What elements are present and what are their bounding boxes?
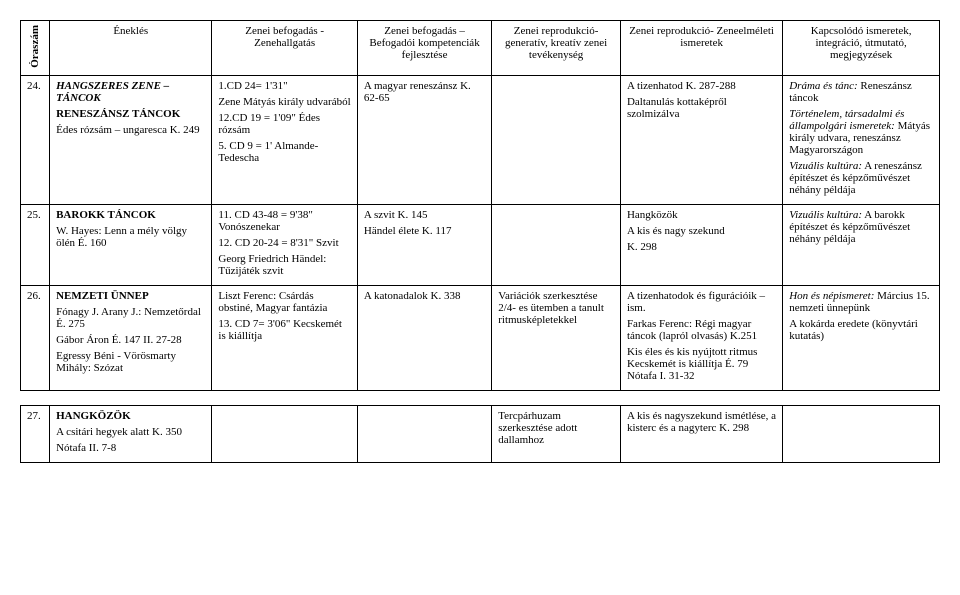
lesson-title: NEMZETI ÜNNEP — [56, 290, 205, 302]
cell-kapcsolodo — [783, 405, 940, 462]
text-line: 13. CD 7= 3'06" Kecskemét is kiállítja — [218, 318, 351, 342]
header-oraszam-label: Óraszám — [29, 25, 41, 68]
text-line: Hon és népismeret: Március 15. nemzeti ü… — [789, 290, 933, 314]
text-line: Georg Friedrich Händel: Tűzijáték szvit — [218, 253, 351, 277]
text-line: 12.CD 19 = 1'09" Édes rózsám — [218, 112, 351, 136]
text-line: Variációk szerkesztése 2/4- es ütemben a… — [498, 290, 614, 326]
cell-eneklés: HANGKÖZÖK A csitári hegyek alatt K. 350 … — [50, 405, 212, 462]
text-line: 5. CD 9 = 1' Almande-Tedescha — [218, 140, 351, 164]
text-line: A tizenhatodok és figurációik – ism. — [627, 290, 776, 314]
text-line: A katonadalok K. 338 — [364, 290, 485, 302]
lesson-title: HANGSZERES ZENE – TÁNCOK — [56, 80, 205, 104]
text-line: 1.CD 24= 1'31" — [218, 80, 351, 92]
text-line: Hangközök — [627, 209, 776, 221]
label: Történelem, társadalmi és állampolgári i… — [789, 108, 904, 132]
cell-eneklés: NEMZETI ÜNNEP Fónagy J. Arany J.: Nemzet… — [50, 285, 212, 390]
label: Vizuális kultúra: — [789, 209, 862, 221]
text-line: A tizenhatod K. 287-288 — [627, 80, 776, 92]
label: Dráma és tánc: — [789, 80, 857, 92]
cell-generativ: Tercpárhuzam szerkesztése adott dallamho… — [492, 405, 621, 462]
cell-kompetenciak — [357, 405, 491, 462]
cell-zeneelmelet: A tizenhatod K. 287-288 Daltanulás kotta… — [620, 75, 782, 204]
text-line: Liszt Ferenc: Csárdás obstiné, Magyar fa… — [218, 290, 351, 314]
text-line: K. 298 — [627, 241, 776, 253]
header-row: Óraszám Éneklés Zenei befogadás - Zeneha… — [21, 21, 940, 76]
lesson-detail: A csitári hegyek alatt K. 350 — [56, 426, 205, 438]
curriculum-table-1: Óraszám Éneklés Zenei befogadás - Zeneha… — [20, 20, 940, 391]
text-line: Dráma és tánc: Reneszánsz táncok — [789, 80, 933, 104]
text-line: A magyar reneszánsz K. 62-65 — [364, 80, 485, 104]
text-line: Farkas Ferenc: Régi magyar táncok (lapró… — [627, 318, 776, 342]
text-line: A szvit K. 145 — [364, 209, 485, 221]
text-line: Daltanulás kottaképről szolmizálva — [627, 96, 776, 120]
lesson-detail: Fónagy J. Arany J.: Nemzetőrdal É. 275 — [56, 306, 205, 330]
lesson-detail: Gábor Áron É. 147 II. 27-28 — [56, 334, 205, 346]
lesson-detail: Édes rózsám – ungaresca K. 249 — [56, 124, 205, 136]
text-line: Zene Mátyás király udvarából — [218, 96, 351, 108]
text-line: 11. CD 43-48 = 9'38" Vonószenekar — [218, 209, 351, 233]
cell-kapcsolodo: Vizuális kultúra: A barokk építészet és … — [783, 204, 940, 285]
lesson-title: BAROKK TÁNCOK — [56, 209, 205, 221]
label: Vizuális kultúra: — [789, 160, 862, 172]
cell-zeneelmelet: A tizenhatodok és figurációik – ism. Far… — [620, 285, 782, 390]
lesson-title: HANGKÖZÖK — [56, 410, 205, 422]
header-col3: Zenei befogadás – Befogadói kompetenciák… — [357, 21, 491, 76]
header-col2: Zenei befogadás - Zenehallgatás — [212, 21, 358, 76]
header-col4: Zenei reprodukció- generatív, kreatív ze… — [492, 21, 621, 76]
text-line: A kokárda eredete (könyvtári kutatás) — [789, 318, 933, 342]
text-line: Tercpárhuzam szerkesztése adott dallamho… — [498, 410, 614, 446]
lesson-detail: W. Hayes: Lenn a mély völgy ölén É. 160 — [56, 225, 205, 249]
text-line: Vizuális kultúra: A barokk építészet és … — [789, 209, 933, 245]
cell-zeneelmelet: Hangközök A kis és nagy szekund K. 298 — [620, 204, 782, 285]
lesson-subtitle: RENESZÁNSZ TÁNCOK — [56, 108, 205, 120]
cell-generativ: Variációk szerkesztése 2/4- es ütemben a… — [492, 285, 621, 390]
cell-zenehallgatas: 1.CD 24= 1'31" Zene Mátyás király udvará… — [212, 75, 358, 204]
cell-generativ — [492, 204, 621, 285]
cell-zenehallgatas — [212, 405, 358, 462]
cell-zeneelmelet: A kis és nagyszekund ismétlése, a kister… — [620, 405, 782, 462]
lesson-detail: Egressy Béni - Vörösmarty Mihály: Szózat — [56, 350, 205, 374]
cell-zenehallgatas: Liszt Ferenc: Csárdás obstiné, Magyar fa… — [212, 285, 358, 390]
cell-kompetenciak: A szvit K. 145 Händel élete K. 117 — [357, 204, 491, 285]
table-row: 25. BAROKK TÁNCOK W. Hayes: Lenn a mély … — [21, 204, 940, 285]
row-number: 24. — [21, 75, 50, 204]
cell-kapcsolodo: Dráma és tánc: Reneszánsz táncok Történe… — [783, 75, 940, 204]
cell-generativ — [492, 75, 621, 204]
row-number: 25. — [21, 204, 50, 285]
text-line: Történelem, társadalmi és állampolgári i… — [789, 108, 933, 156]
cell-kompetenciak: A katonadalok K. 338 — [357, 285, 491, 390]
text-line: Händel élete K. 117 — [364, 225, 485, 237]
cell-eneklés: HANGSZERES ZENE – TÁNCOK RENESZÁNSZ TÁNC… — [50, 75, 212, 204]
text-line: A kis és nagy szekund — [627, 225, 776, 237]
text-line: Kis éles és kis nyújtott ritmus Kecskemé… — [627, 346, 776, 382]
header-oraszam: Óraszám — [21, 21, 50, 76]
lesson-detail: Nótafa II. 7-8 — [56, 442, 205, 454]
table-row: 26. NEMZETI ÜNNEP Fónagy J. Arany J.: Ne… — [21, 285, 940, 390]
header-col1: Éneklés — [50, 21, 212, 76]
text-line: A kis és nagyszekund ismétlése, a kister… — [627, 410, 776, 434]
header-col5: Zenei reprodukció- Zeneelméleti ismerete… — [620, 21, 782, 76]
text-line: 12. CD 20-24 = 8'31" Szvit — [218, 237, 351, 249]
cell-zenehallgatas: 11. CD 43-48 = 9'38" Vonószenekar 12. CD… — [212, 204, 358, 285]
text-line: Vizuális kultúra: A reneszánsz építészet… — [789, 160, 933, 196]
row-number: 26. — [21, 285, 50, 390]
cell-eneklés: BAROKK TÁNCOK W. Hayes: Lenn a mély völg… — [50, 204, 212, 285]
cell-kapcsolodo: Hon és népismeret: Március 15. nemzeti ü… — [783, 285, 940, 390]
label: Hon és népismeret: — [789, 290, 874, 302]
row-number: 27. — [21, 405, 50, 462]
cell-kompetenciak: A magyar reneszánsz K. 62-65 — [357, 75, 491, 204]
table-row: 27. HANGKÖZÖK A csitári hegyek alatt K. … — [21, 405, 940, 462]
curriculum-table-2: 27. HANGKÖZÖK A csitári hegyek alatt K. … — [20, 405, 940, 463]
table-row: 24. HANGSZERES ZENE – TÁNCOK RENESZÁNSZ … — [21, 75, 940, 204]
header-col6: Kapcsolódó ismeretek, integráció, útmuta… — [783, 21, 940, 76]
